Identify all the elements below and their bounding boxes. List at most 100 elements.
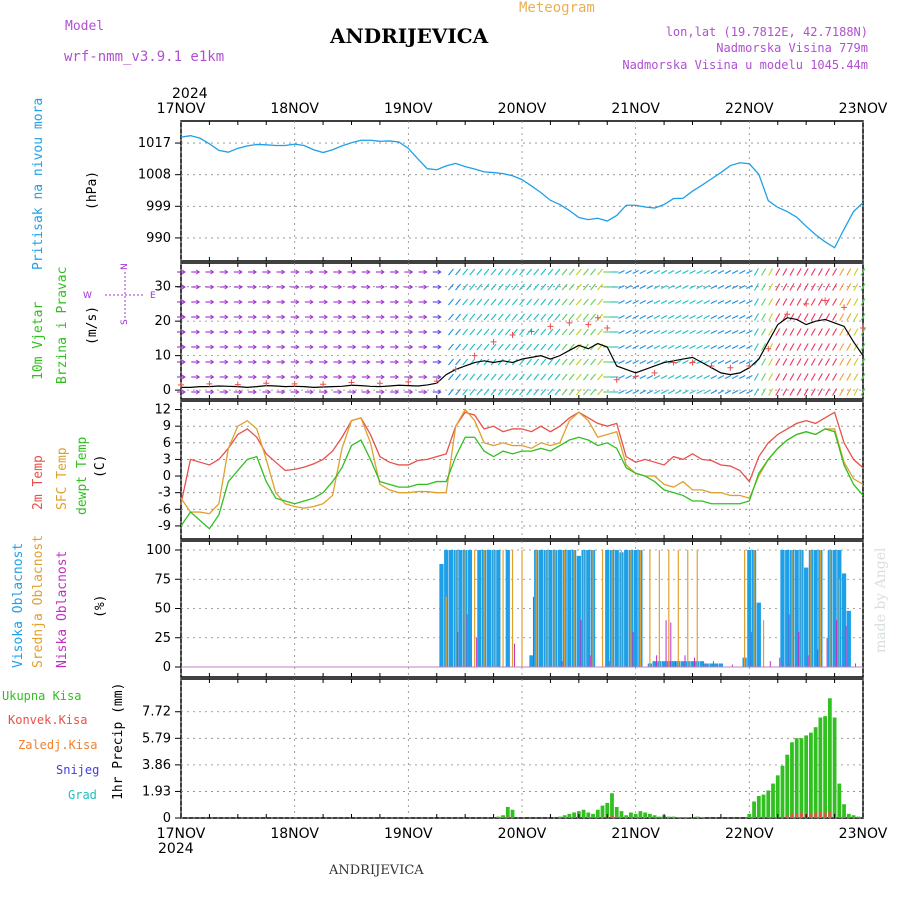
wind-arrow: [583, 298, 589, 306]
day-labels-bottom: 17NOV 18NOV 19NOV 20NOV 21NOV 22NOV 23NOV: [157, 826, 888, 842]
wind-arrow: [490, 373, 497, 381]
wind-arrow: [483, 298, 490, 306]
wind-arrow: [696, 390, 703, 394]
wind-arrow-head: [338, 374, 343, 380]
convective-precip-bar: [610, 815, 614, 818]
wind-gust-mark: [452, 366, 459, 373]
wind-arrow-head: [352, 329, 357, 335]
total-precip-bar: [633, 813, 638, 818]
compass-cross: [105, 272, 145, 318]
wind-arrow: [504, 373, 511, 381]
wind-arrow: [846, 388, 852, 396]
wind-arrow-head: [352, 389, 357, 395]
wind-arrow-head: [323, 299, 328, 305]
wind-arrow: [597, 388, 604, 396]
wind-arrow: [853, 268, 859, 276]
wind-arrow-head: [195, 269, 201, 275]
wind-arrow: [738, 270, 746, 274]
wind-arrow: [625, 330, 632, 334]
precip-unit: 1hr Precip (mm): [111, 683, 126, 800]
wind-arrow: [738, 285, 746, 289]
wind-arrow-head: [224, 269, 229, 275]
total-precip-bar: [851, 815, 856, 818]
wind-arrow: [803, 343, 809, 351]
compass-w: W: [83, 291, 92, 301]
wind-gust-mark: [178, 381, 184, 388]
wind-arrow: [540, 343, 547, 351]
wind-arrow-head: [380, 269, 385, 275]
wind-arrow: [646, 270, 654, 274]
wind-arrow: [504, 268, 511, 276]
wind-arrow: [533, 283, 540, 291]
wind-arrow-head: [266, 344, 272, 350]
wind-arrow: [639, 330, 647, 334]
wind-arrow: [803, 313, 809, 321]
total-precip-bar: [619, 811, 624, 818]
y-tick-label: 10: [154, 349, 171, 364]
wind-arrow: [632, 390, 639, 394]
y-tick-label: 20: [154, 314, 171, 329]
wind-arrow: [682, 285, 689, 289]
wind-arrow: [710, 300, 718, 304]
wind-arrow: [653, 300, 661, 304]
total-precip-bar: [856, 816, 861, 818]
high-cloud-bar: [576, 555, 581, 667]
wind-arrow: [696, 300, 703, 304]
wind-arrow: [646, 375, 654, 379]
wind-arrow: [554, 328, 561, 336]
total-precip-bar: [799, 738, 804, 818]
wind-arrow: [511, 313, 518, 321]
wind-arrow: [789, 373, 795, 381]
wind-arrow: [689, 375, 696, 379]
y-tick-label: -6: [158, 502, 171, 517]
wind-arrow: [660, 270, 668, 274]
wind-arrow: [839, 283, 845, 291]
wind-arrow: [597, 298, 604, 306]
wind-arrow: [547, 358, 554, 366]
wind-arrow: [825, 388, 830, 396]
wind-arrow: [639, 315, 647, 319]
wind-arrow-head: [423, 359, 428, 365]
wind-gust-mark: [471, 352, 478, 359]
wind-arrow-head: [210, 299, 215, 305]
wind-arrow: [568, 388, 575, 396]
wind-arrow: [731, 285, 739, 289]
wind-arrow: [583, 343, 589, 351]
total-precip-bar: [756, 795, 761, 818]
wind-arrow: [846, 298, 852, 306]
wind-arrow: [839, 373, 845, 381]
wind-arrow: [703, 300, 710, 304]
y-tick-label: 0: [163, 811, 171, 826]
wind-arrow-head: [423, 344, 428, 350]
wind-arrow: [632, 315, 639, 319]
wind-arrow-head: [210, 284, 215, 290]
wind-arrow: [476, 373, 483, 381]
wind-arrow: [646, 390, 654, 394]
wind-label-2: Brzina i Pravac: [55, 267, 70, 384]
wind-arrow: [724, 345, 732, 349]
day-label-bottom: 21NOV: [611, 826, 660, 842]
wind-arrow-head: [409, 284, 414, 290]
wind-arrow: [448, 373, 454, 381]
wind-arrow: [853, 283, 859, 291]
total-precip-bar: [510, 809, 515, 818]
wind-arrow-head: [181, 374, 186, 380]
wind-arrow: [526, 283, 533, 291]
mid-cloud-label: Srednja Oblacnost: [31, 535, 46, 668]
wind-arrow: [568, 298, 575, 306]
wind-arrow: [738, 375, 746, 379]
wind-arrow-head: [394, 269, 400, 275]
wind-arrow: [710, 375, 718, 379]
wind-arrow: [761, 328, 767, 336]
high-cloud-bar: [813, 550, 818, 667]
wind-arrow: [768, 298, 774, 306]
wind-arrow-head: [181, 284, 186, 290]
wind-arrow: [526, 298, 533, 306]
wind-arrow: [803, 373, 809, 381]
wind-arrow: [803, 358, 809, 366]
wind-arrow-head: [423, 284, 428, 290]
wind-arrow-head: [437, 314, 442, 320]
wind-arrow: [448, 298, 454, 306]
wind-arrow: [724, 270, 732, 274]
wind-arrow: [455, 373, 461, 381]
